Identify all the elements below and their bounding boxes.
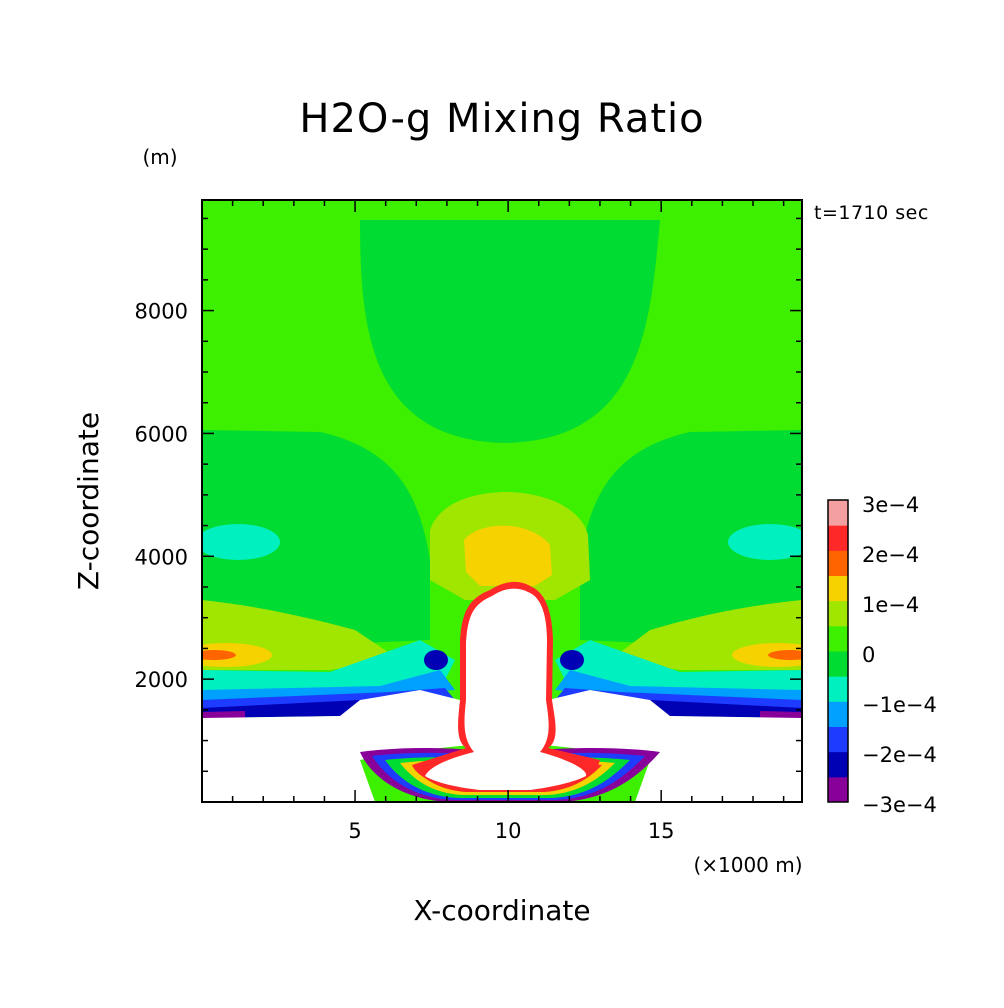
y-axis-label: Z-coordinate — [72, 412, 105, 590]
y-tick-label: 4000 — [135, 545, 188, 569]
cloud-core-region — [425, 588, 587, 790]
left-anomaly-region — [202, 524, 280, 560]
colorbar-swatch — [828, 600, 848, 627]
colorbar-label: 3e−4 — [862, 493, 919, 517]
right-gradient-5 — [760, 711, 802, 718]
x-axis-label: X-coordinate — [413, 894, 590, 927]
left-moist-band-region — [202, 650, 236, 660]
lower-left-white-region — [202, 690, 470, 802]
x-tick-label: 15 — [648, 819, 675, 843]
mid-green-region-right — [580, 430, 802, 650]
colorbar-frame — [827, 499, 849, 803]
colorbar-swatch — [828, 550, 848, 576]
x-unit-label: (×1000 m) — [693, 853, 802, 877]
right-moist-core-region — [732, 643, 802, 667]
right-moist-band-region — [768, 650, 802, 660]
y-unit-label: (m) — [142, 145, 177, 169]
colorbar-swatch — [828, 676, 848, 702]
y-tick-label: 6000 — [135, 422, 188, 446]
contour-field — [202, 200, 802, 802]
colorbar-swatch — [828, 751, 848, 778]
colorbar-swatch — [828, 500, 848, 526]
left-dry-spot — [424, 650, 448, 670]
left-moist-core-region — [202, 643, 272, 667]
colorbar-swatch — [828, 651, 848, 677]
y-tick-label: 8000 — [135, 300, 188, 324]
top-band-region — [202, 200, 802, 216]
x-tick-label: 10 — [495, 819, 522, 843]
colorbar-swatch — [828, 625, 848, 652]
upper-core-region — [360, 220, 660, 443]
colorbar — [827, 499, 849, 803]
lower-right-white-region — [545, 690, 802, 802]
y-tick-label: 2000 — [135, 668, 188, 692]
colorbar-label: −2e−4 — [862, 743, 937, 767]
x-minor-ticks — [231, 200, 785, 802]
colorbar-swatch — [828, 701, 848, 727]
plume-positive-region — [464, 525, 552, 586]
colorbar-swatch — [828, 776, 848, 803]
colorbar-swatch — [828, 575, 848, 602]
colorbar-label: 2e−4 — [862, 543, 919, 567]
plot-frame — [201, 199, 803, 803]
colorbar-label: 0 — [862, 643, 875, 667]
chart-title: H2O-g Mixing Ratio — [299, 96, 704, 142]
right-dry-spot — [560, 650, 584, 670]
time-label: t=1710 sec — [814, 202, 929, 224]
colorbar-swatch — [828, 525, 848, 551]
x-tick-label: 5 — [348, 819, 361, 843]
right-anomaly-region — [728, 524, 802, 560]
y-minor-ticks — [202, 217, 802, 773]
colorbar-label: −1e−4 — [862, 693, 937, 717]
colorbar-label: −3e−4 — [862, 793, 937, 817]
left-gradient-5 — [202, 711, 245, 718]
colorbar-label: 1e−4 — [862, 593, 919, 617]
colorbar-swatch — [828, 726, 848, 753]
mid-green-region — [202, 430, 430, 650]
